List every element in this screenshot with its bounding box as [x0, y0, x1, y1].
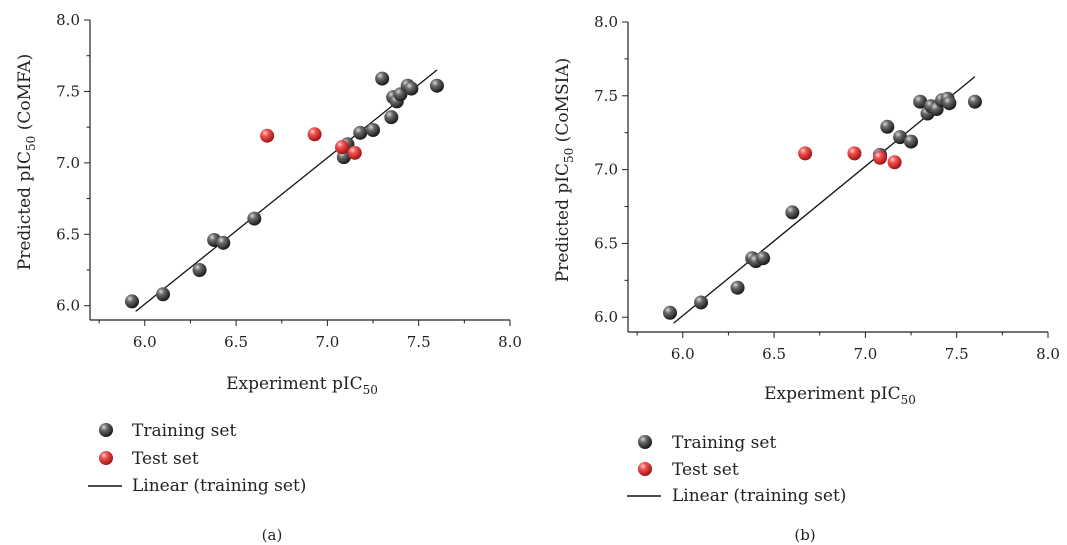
y-tick-label: 7.5	[594, 87, 618, 105]
legend-label-linear: Linear (training set)	[672, 486, 846, 506]
x-axis-label-text: Experiment pIC	[226, 374, 362, 394]
legend-label-training: Training set	[132, 421, 236, 441]
test-point	[307, 127, 322, 142]
training-point	[404, 81, 419, 96]
panel-label: (a)	[262, 526, 283, 544]
training-point	[663, 305, 677, 320]
training-point	[785, 205, 800, 220]
chart-panel-b: Predicted pIC50 (CoMSIA) Experiment pIC5…	[553, 13, 1060, 544]
training-point	[353, 125, 368, 140]
training-point	[216, 235, 231, 250]
legend-label-test: Test set	[672, 460, 739, 480]
training-point	[942, 96, 957, 111]
training-point	[967, 94, 982, 109]
y-tick-label: 6.5	[56, 225, 80, 243]
y-axis-label-suffix: (CoMSIA)	[553, 58, 573, 148]
x-axis-label-subscript: 50	[901, 393, 916, 407]
training-point	[904, 134, 919, 149]
legend-marker-test	[99, 451, 113, 465]
x-tick-label: 7.0	[853, 345, 877, 363]
y-axis-label-text: Predicted pIC	[15, 151, 35, 270]
test-point	[847, 146, 862, 161]
legend-marker-test	[638, 462, 652, 476]
training-point	[429, 78, 444, 93]
test-point	[873, 150, 887, 165]
y-tick-label: 6.5	[594, 234, 618, 252]
training-point	[694, 295, 709, 310]
legend: Training set Test set Linear (training s…	[88, 421, 306, 496]
x-tick-label: 6.0	[133, 333, 157, 351]
training-point	[756, 251, 771, 266]
test-point	[887, 155, 902, 170]
x-tick-label: 8.0	[1036, 345, 1060, 363]
training-point	[375, 71, 390, 86]
x-tick-label: 7.5	[407, 333, 431, 351]
test-point	[347, 145, 362, 160]
test-point	[260, 128, 275, 143]
chart-panel-a: Predicted pIC50 (CoMFA) Experiment pIC50…	[15, 11, 522, 544]
panel-label: (b)	[794, 526, 815, 544]
y-axis-label-subscript: 50	[24, 136, 38, 151]
legend-label-training: Training set	[672, 433, 776, 453]
legend-marker-training	[638, 435, 652, 449]
x-tick-label: 8.0	[498, 333, 522, 351]
y-tick-label: 6.0	[594, 308, 618, 326]
legend: Training set Test set Linear (training s…	[627, 433, 846, 506]
training-point	[893, 130, 908, 145]
y-tick-label: 8.0	[56, 11, 80, 29]
training-point	[730, 280, 745, 295]
training-point	[247, 211, 262, 226]
test-point	[798, 146, 813, 161]
training-point	[366, 123, 381, 137]
y-axis-label-text: Predicted pIC	[553, 163, 573, 282]
legend-label-linear: Linear (training set)	[132, 476, 306, 496]
x-tick-label: 7.0	[315, 333, 339, 351]
y-axis-label-suffix: (CoMFA)	[15, 54, 35, 136]
y-tick-label: 7.0	[594, 161, 618, 179]
y-tick-label: 7.5	[56, 82, 80, 100]
y-axis-label: Predicted pIC50 (CoMFA)	[15, 54, 38, 270]
y-axis-label-subscript: 50	[562, 148, 576, 163]
training-point	[880, 119, 895, 134]
x-tick-label: 6.5	[762, 345, 786, 363]
x-axis-label: Experiment pIC50	[764, 384, 916, 407]
training-point	[192, 263, 207, 277]
test-point	[335, 140, 349, 155]
x-axis-label-text: Experiment pIC	[764, 384, 900, 404]
x-tick-label: 7.5	[945, 345, 969, 363]
x-tick-label: 6.5	[224, 333, 248, 351]
linear-fit-line	[135, 69, 438, 312]
x-axis-label-subscript: 50	[363, 383, 378, 397]
training-point	[156, 287, 171, 302]
x-tick-label: 6.0	[671, 345, 695, 363]
training-point	[125, 294, 139, 309]
x-axis-label: Experiment pIC50	[226, 374, 378, 397]
y-axis-label: Predicted pIC50 (CoMSIA)	[553, 58, 576, 283]
training-point	[384, 110, 399, 125]
legend-label-test: Test set	[132, 449, 199, 469]
legend-marker-training	[99, 423, 113, 437]
y-tick-label: 7.0	[56, 154, 80, 172]
y-tick-label: 8.0	[594, 13, 618, 31]
y-tick-label: 6.0	[56, 297, 80, 315]
training-point	[913, 94, 928, 109]
